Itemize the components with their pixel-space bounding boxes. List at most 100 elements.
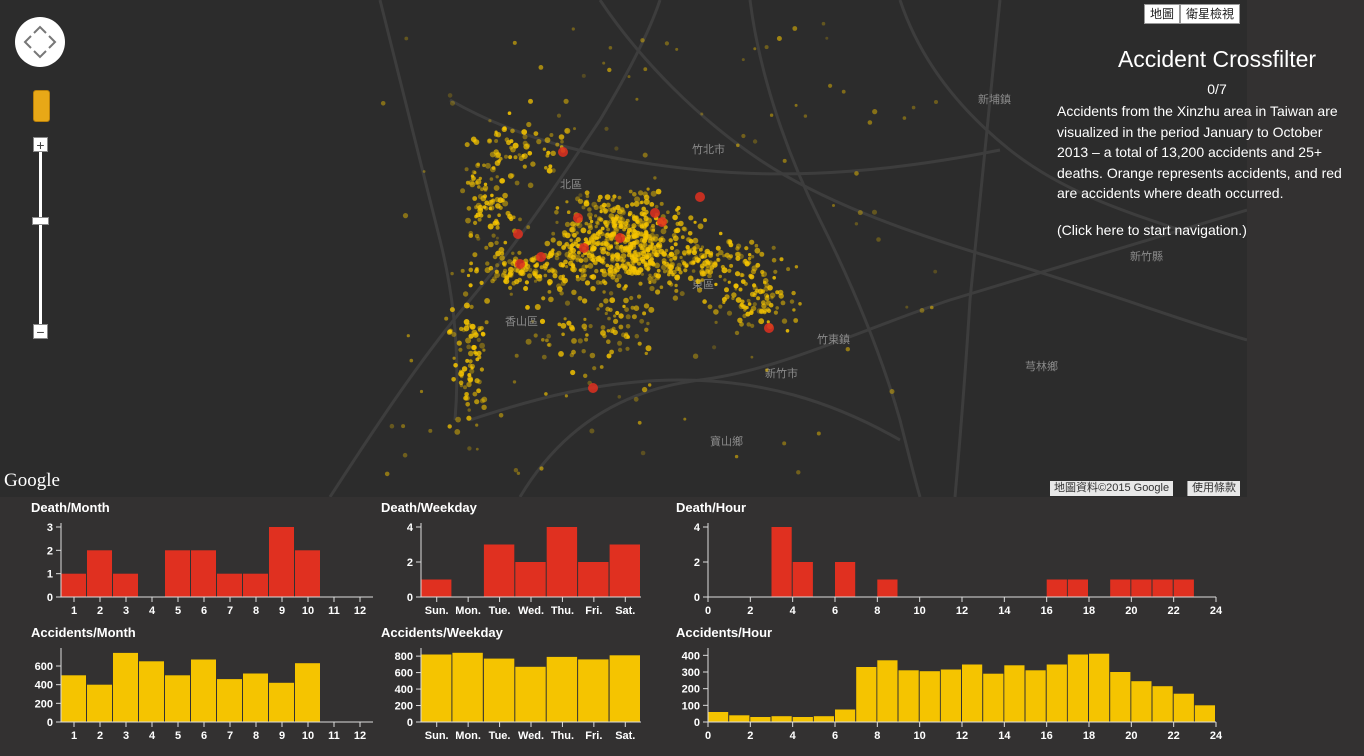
chart-bar[interactable]: [1152, 579, 1173, 598]
x-tick-label: 24: [1210, 730, 1223, 742]
chart-bar[interactable]: [1194, 705, 1215, 722]
chart-bar[interactable]: [452, 652, 483, 722]
chart-bar[interactable]: [983, 673, 1004, 722]
map-type-map-button[interactable]: 地圖: [1144, 4, 1181, 24]
chart-bar[interactable]: [295, 663, 320, 722]
accidents-hour-chart[interactable]: Accidents/Hour 0 2 4 6 8 10 12 14 16 18 20 22 24 0 100…: [676, 625, 1236, 753]
chart-bar[interactable]: [771, 716, 792, 722]
terms-link[interactable]: 使用條款: [1187, 481, 1240, 496]
chart-bar[interactable]: [578, 659, 609, 722]
chart-bar[interactable]: [835, 562, 856, 597]
chart-bar[interactable]: [1025, 670, 1046, 722]
chart-bar[interactable]: [1173, 693, 1194, 722]
chart-bar[interactable]: [877, 579, 898, 598]
zoom-slider-track[interactable]: [39, 152, 42, 324]
chart-bar[interactable]: [113, 573, 138, 597]
chart-bar[interactable]: [898, 670, 919, 722]
x-tick-label: 6: [201, 605, 207, 617]
chart-bar[interactable]: [515, 562, 546, 597]
death-dots: [513, 147, 774, 393]
chart-bar[interactable]: [1046, 664, 1067, 723]
chart-bar[interactable]: [165, 550, 190, 597]
chart-bar[interactable]: [421, 579, 452, 598]
chart-bar[interactable]: [515, 666, 546, 722]
y-tick-label: 3: [47, 522, 53, 534]
accidents-month-chart[interactable]: Accidents/Month 1 2 3 4 5 6 7 8 9 10 11 12 0 200 400 60…: [31, 625, 381, 753]
bar-chart-svg[interactable]: Sun. Mon. Tue. Wed. Thu. Fri. Sat. 0 200 400 600 80…: [381, 625, 671, 753]
chart-bar[interactable]: [421, 654, 452, 723]
map[interactable]: 竹北市 北區 東區 新竹市 竹東鎮 香山區 寶山鄉 新埔鎮 芎林鄉 新竹縣 地圖 衛星檢視 + −…: [0, 0, 1247, 497]
chart-bar[interactable]: [546, 527, 578, 597]
chart-bar[interactable]: [113, 652, 138, 722]
chart-bar[interactable]: [708, 712, 729, 722]
chart-bar[interactable]: [1067, 579, 1088, 598]
chart-bar[interactable]: [1089, 653, 1110, 722]
chart-bar[interactable]: [771, 527, 792, 597]
chart-bar[interactable]: [792, 717, 813, 722]
chart-bar[interactable]: [61, 675, 86, 722]
chart-bar[interactable]: [483, 658, 515, 722]
chart-bar[interactable]: [609, 544, 640, 598]
chart-bar[interactable]: [269, 682, 294, 722]
bar-chart-svg[interactable]: Sun. Mon. Tue. Wed. Thu. Fri. Sat. 0 2 4: [381, 500, 671, 620]
chart-bar[interactable]: [243, 573, 268, 597]
chart-bar[interactable]: [877, 660, 898, 722]
chart-bar[interactable]: [165, 675, 190, 722]
x-tick-label: 14: [998, 605, 1011, 617]
chart-bar[interactable]: [1046, 579, 1067, 598]
death-hour-chart[interactable]: Death/Hour 0 2 4 6 8 10 12 14 16 18 20 22 24 0 2 4: [676, 500, 1236, 620]
chart-bar[interactable]: [269, 527, 294, 597]
zoom-in-button[interactable]: +: [33, 137, 48, 152]
chart-bar[interactable]: [1110, 672, 1131, 722]
chart-bar[interactable]: [87, 550, 112, 597]
death-month-chart[interactable]: Death/Month 1 2 3 4 5 6 7 8 9 10 11 12 0 1 2 3: [31, 500, 381, 620]
chart-bar[interactable]: [729, 715, 750, 722]
chart-bar[interactable]: [1004, 665, 1025, 722]
chart-bar[interactable]: [856, 667, 877, 722]
street-view-pegman-icon[interactable]: [33, 90, 50, 122]
chart-bar[interactable]: [835, 709, 856, 723]
accidents-weekday-chart[interactable]: Accidents/Weekday Sun. Mon. Tue. Wed. Thu. Fr…: [381, 625, 671, 753]
chart-bar[interactable]: [87, 684, 112, 722]
chart-bar[interactable]: [243, 673, 268, 723]
chart-bar[interactable]: [609, 655, 640, 722]
chart-bar[interactable]: [919, 671, 940, 722]
chart-bar[interactable]: [1173, 579, 1194, 598]
y-tick-label: 2: [47, 545, 53, 557]
zoom-slider-handle[interactable]: [32, 217, 49, 225]
svg-text:新竹市: 新竹市: [765, 366, 798, 380]
zoom-out-button[interactable]: −: [33, 324, 48, 339]
x-tick-label: Mon.: [455, 605, 481, 617]
chart-bar[interactable]: [546, 656, 578, 722]
chart-bar[interactable]: [792, 562, 813, 597]
chart-bar[interactable]: [1131, 681, 1152, 722]
chart-bar[interactable]: [1110, 579, 1131, 598]
pan-control[interactable]: [15, 17, 65, 67]
chart-bar[interactable]: [1152, 686, 1173, 722]
start-navigation-link[interactable]: (Click here to start navigation.): [1057, 221, 1247, 238]
chart-bar[interactable]: [139, 661, 164, 722]
chart-bar[interactable]: [813, 716, 834, 722]
chart-bar[interactable]: [295, 550, 320, 597]
y-tick-label: 0: [47, 717, 53, 729]
chart-bar[interactable]: [61, 573, 86, 597]
map-type-satellite-button[interactable]: 衛星檢視: [1180, 4, 1241, 24]
chart-bar[interactable]: [217, 679, 242, 722]
chart-bar[interactable]: [1067, 654, 1088, 723]
chart-bar[interactable]: [191, 550, 216, 597]
chart-bar[interactable]: [1131, 579, 1152, 598]
chart-bar[interactable]: [483, 544, 515, 598]
chart-bar[interactable]: [750, 717, 771, 722]
chart-bar[interactable]: [217, 573, 242, 597]
chart-bar[interactable]: [962, 664, 983, 723]
chart-bar[interactable]: [940, 669, 961, 723]
chart-bar[interactable]: [578, 562, 609, 597]
x-tick-label: 4: [149, 730, 156, 742]
chart-bar[interactable]: [191, 659, 216, 723]
death-weekday-chart[interactable]: Death/Weekday Sun. Mon. Tue. Wed. Thu. Fri. Sa…: [381, 500, 671, 620]
